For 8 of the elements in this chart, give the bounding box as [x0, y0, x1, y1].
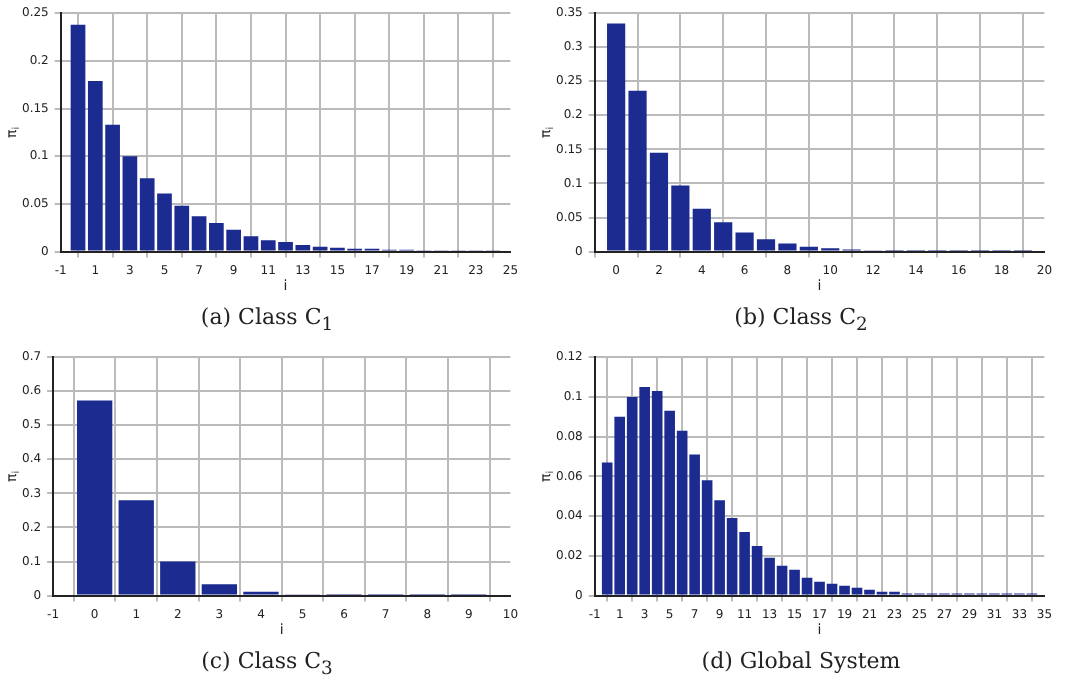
text: (d) Global System [699, 648, 903, 674]
text: (c) Class C$_{3}$ [199, 648, 335, 681]
bar [118, 500, 154, 595]
text: (b) Class C$_{2}$ [732, 304, 870, 337]
bar [76, 400, 113, 595]
bar [160, 561, 196, 595]
text: (a) Class C$_{1}$ [198, 304, 336, 337]
bar [201, 584, 238, 595]
